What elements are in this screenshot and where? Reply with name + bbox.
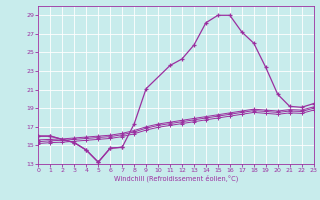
- X-axis label: Windchill (Refroidissement éolien,°C): Windchill (Refroidissement éolien,°C): [114, 175, 238, 182]
